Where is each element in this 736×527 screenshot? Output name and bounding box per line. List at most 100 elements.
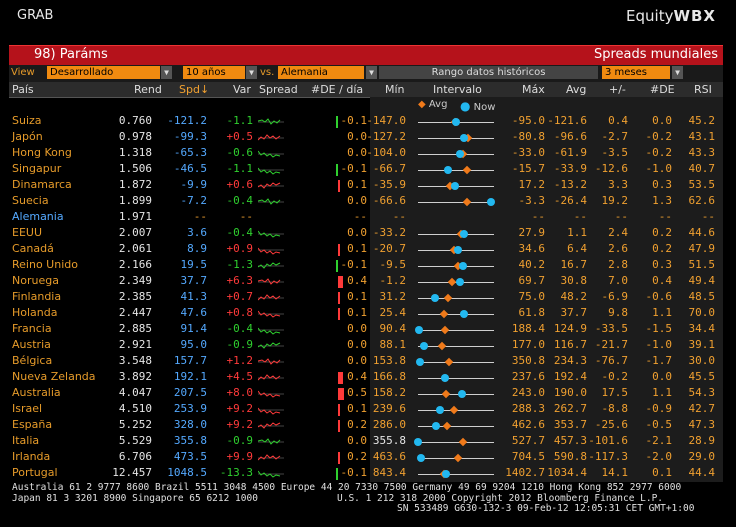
cell-rsi: 44.4 <box>688 466 716 479</box>
country-name[interactable]: Holanda <box>12 306 58 319</box>
col-var[interactable]: Var <box>233 83 251 96</box>
interval-line <box>418 362 494 363</box>
country-name[interactable]: Hong Kong <box>12 146 72 159</box>
cell-de: -0.6 <box>645 290 673 303</box>
cell-var: +6.3 <box>226 274 254 287</box>
col-min[interactable]: Mín <box>385 83 405 96</box>
country-name[interactable]: Bélgica <box>12 354 53 367</box>
tenor-dropdown-icon[interactable]: ▼ <box>246 66 257 79</box>
vs-select[interactable]: Alemania <box>278 66 364 79</box>
table-row[interactable]: EEUU 2.007 3.6 -0.4 0.0 -33.2 27.9 1.1 2.4 0.2 44.… <box>0 226 736 242</box>
cell-pm: -0.2 <box>601 370 629 383</box>
table-row[interactable]: Reino Unido 2.166 19.5 -1.3 -0.1 -9.5 40.2 16.7… <box>0 258 736 274</box>
cell-max: -15.7 <box>511 162 545 175</box>
col-spread[interactable]: Spread <box>259 83 298 96</box>
country-name[interactable]: Italia <box>12 434 40 447</box>
period-select[interactable]: 3 meses <box>602 66 670 79</box>
col-intervalo[interactable]: Intervalo <box>433 83 482 96</box>
cell-spd: -65.3 <box>173 146 207 159</box>
legend-avg: ◆ Avg <box>418 99 447 110</box>
col-avg[interactable]: Avg <box>566 83 587 96</box>
table-row[interactable]: Hong Kong 1.318 -65.3 -0.6 0.0 -104.0 -33.0 -61… <box>0 146 736 162</box>
cell-de-dia: -0.1 <box>340 162 368 175</box>
cell-spd: 95.0 <box>180 338 208 351</box>
country-name[interactable]: Reino Unido <box>12 258 78 271</box>
country-name[interactable]: Israel <box>12 402 43 415</box>
country-name[interactable]: Portugal <box>12 466 58 479</box>
country-name[interactable]: Nueva Zelanda <box>12 370 96 383</box>
col-max[interactable]: Máx <box>522 83 545 96</box>
table-row[interactable]: Noruega 2.349 37.7 +6.3 0.4 -1.2 69.7 30.8 7.0 0.… <box>0 274 736 290</box>
col-de-dia[interactable]: #DE / día <box>311 83 364 96</box>
legend-now: ● Now <box>460 99 495 113</box>
table-row[interactable]: Singapur 1.506 -46.5 -1.1 -0.1 -66.7 -15.7 -33.… <box>0 162 736 178</box>
country-name[interactable]: EEUU <box>12 226 43 239</box>
view-dropdown-icon[interactable]: ▼ <box>161 66 172 79</box>
table-row[interactable]: Holanda 2.447 47.6 +0.8 0.1 25.4 61.8 37.7 9.8 1.… <box>0 306 736 322</box>
table-row[interactable]: Alemania 1.971 -- -- -- -- -- -- -- -- -- <box>0 210 736 226</box>
cell-pm: -117.3 <box>588 450 628 463</box>
cell-de: -2.1 <box>645 434 673 447</box>
country-name[interactable]: Canadá <box>12 242 54 255</box>
table-row[interactable]: Portugal 12.457 1048.5 -13.3 -0.1 843.4 1402.7… <box>0 466 736 482</box>
cell-max: -3.3 <box>518 194 546 207</box>
cell-de-dia: 0.0 <box>347 434 367 447</box>
cell-de: 0.3 <box>652 258 672 271</box>
table-row[interactable]: Dinamarca 1.872 -9.9 +0.6 0.1 -35.9 17.2 -13.2 3… <box>0 178 736 194</box>
country-name[interactable]: Australia <box>12 386 61 399</box>
country-name[interactable]: Dinamarca <box>12 178 72 191</box>
col-spd[interactable]: Spd↓ <box>179 83 210 96</box>
table-row[interactable]: Bélgica 3.548 157.7 +1.2 0.0 153.8 350.8 234.3-… <box>0 354 736 370</box>
vs-dropdown-icon[interactable]: ▼ <box>366 66 377 79</box>
table-row[interactable]: Israel 4.510 253.9 +9.2 0.1 239.6 288.3 262.7 -8… <box>0 402 736 418</box>
table-row[interactable]: España 5.252 328.0 +9.2 0.2 286.0 462.6 353.7 -2… <box>0 418 736 434</box>
cell-de: 0.2 <box>652 242 672 255</box>
cell-rsi: 49.4 <box>688 274 716 287</box>
table-row[interactable]: Australia 4.047 207.5 +8.0 0.5 158.2 243.0 190.… <box>0 386 736 402</box>
cell-avg: 457.3 <box>553 434 587 447</box>
cell-spd: -99.3 <box>173 130 207 143</box>
cell-min: -104.0 <box>366 146 406 159</box>
col-rend[interactable]: Rend <box>134 83 162 96</box>
brand-main: Equity <box>626 7 674 25</box>
country-name[interactable]: Suiza <box>12 114 42 127</box>
table-row[interactable]: Austria 2.921 95.0 -0.9 0.0 88.1 177.0 116.7 -21… <box>0 338 736 354</box>
country-name[interactable]: Irlanda <box>12 450 51 463</box>
table-row[interactable]: Suecia 1.899 -7.2 -0.4 0.0 -66.6 -3.3 -26.4 19.2… <box>0 194 736 210</box>
country-name[interactable]: Alemania <box>12 210 64 223</box>
country-name[interactable]: Finlandia <box>12 290 62 303</box>
country-name[interactable]: España <box>12 418 53 431</box>
table-row[interactable]: Nueva Zelanda 3.892 192.1 +4.5 0.4 166.8 237.6… <box>0 370 736 386</box>
cell-var: +8.0 <box>226 386 254 399</box>
cell-rend: 2.447 <box>118 306 152 319</box>
col-pm[interactable]: +/- <box>609 83 626 96</box>
cell-spd: 473.5 <box>173 450 207 463</box>
country-name[interactable]: Japón <box>12 130 43 143</box>
tenor-select[interactable]: 10 años <box>183 66 245 79</box>
country-name[interactable]: Austria <box>12 338 51 351</box>
col-rsi[interactable]: RSI <box>694 83 712 96</box>
grab-label[interactable]: GRAB <box>17 8 54 23</box>
col-pais[interactable]: País <box>12 83 34 96</box>
period-dropdown-icon[interactable]: ▼ <box>672 66 683 79</box>
cell-avg: 590.8 <box>553 450 587 463</box>
cell-var: -0.4 <box>226 194 254 207</box>
table-row[interactable]: Italia 5.529 355.8 -0.9 0.0 355.8 527.7 457.3 -1… <box>0 434 736 450</box>
country-name[interactable]: Noruega <box>12 274 59 287</box>
cell-avg: 30.8 <box>560 274 588 287</box>
country-name[interactable]: Francia <box>12 322 52 335</box>
cell-rend: 12.457 <box>112 466 152 479</box>
cell-spd: 8.9 <box>187 242 207 255</box>
table-row[interactable]: Japón 0.978 -99.3 +0.5 0.0 -127.2 -80.8 -96.6 -2… <box>0 130 736 146</box>
col-de[interactable]: #DE <box>650 83 675 96</box>
country-name[interactable]: Singapur <box>12 162 62 175</box>
view-select[interactable]: Desarrollado <box>47 66 160 79</box>
cell-spd: 47.6 <box>180 306 208 319</box>
table-row[interactable]: Finlandia 2.385 41.3 +0.7 0.1 31.2 75.0 48.2 -6.… <box>0 290 736 306</box>
table-row[interactable]: Canadá 2.061 8.9 +0.9 0.1 -20.7 34.6 6.4 2.6 0.2 4… <box>0 242 736 258</box>
country-name[interactable]: Suecia <box>12 194 49 207</box>
table-row[interactable]: Irlanda 6.706 473.5 +9.9 0.2 463.6 704.5 590.8-… <box>0 450 736 466</box>
table-row[interactable]: Francia 2.885 91.4 -0.4 0.0 90.4 188.4 124.9 -33… <box>0 322 736 338</box>
params-button[interactable]: 98) Paráms <box>34 47 108 62</box>
table-row[interactable]: Suiza 0.760 -121.2 -1.1 -0.1 -147.0 -95.0 -121.… <box>0 114 736 130</box>
